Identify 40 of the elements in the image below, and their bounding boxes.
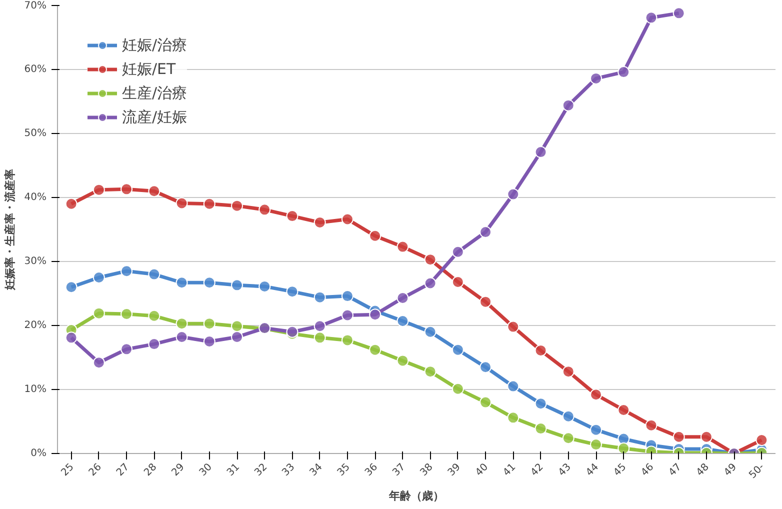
x-tick-label: 49 — [722, 462, 740, 478]
y-tick-label: 70% — [24, 0, 47, 12]
x-tick-label: 48 — [694, 462, 712, 478]
x-tick-label: 40 — [474, 462, 490, 478]
y-tick-label: 0% — [30, 448, 47, 459]
y-tick-label: 40% — [24, 192, 47, 203]
x-tick-label: 32 — [252, 462, 270, 478]
legend-label: 妊娠/治療 — [122, 36, 188, 54]
x-tick-label: 45 — [612, 462, 629, 478]
x-tick-label: 38 — [418, 462, 436, 478]
x-tick-label: 28 — [142, 462, 160, 478]
x-tick-label: 29 — [170, 462, 187, 478]
legend-label: 流産/妊娠 — [122, 108, 188, 126]
y-tick-label: 30% — [24, 256, 47, 267]
x-tick-label: 31 — [225, 462, 242, 478]
x-tick-label: 43 — [556, 462, 574, 478]
x-tick-label: 41 — [501, 462, 518, 478]
x-tick-label: 34 — [308, 462, 325, 478]
y-tick-label: 60% — [24, 64, 47, 75]
x-tick-label: 30 — [198, 462, 214, 478]
x-tick-label: 26 — [87, 462, 104, 478]
x-tick-label: 42 — [528, 462, 546, 478]
x-tick-label: 39 — [446, 462, 463, 478]
y-tick-label: 50% — [24, 128, 47, 139]
x-tick-label: 46 — [639, 462, 656, 478]
y-axis-title: 妊娠率・生産率・流産率 — [3, 169, 16, 291]
x-tick-label: 25 — [59, 462, 76, 478]
x-tick-label: 36 — [363, 462, 380, 478]
legend-label: 生産/治療 — [122, 84, 188, 102]
x-tick-label: 50- — [747, 461, 767, 481]
x-tick-label: 33 — [280, 462, 298, 478]
x-axis-title: 年齢（歳） — [388, 490, 444, 503]
x-tick-label: 47 — [667, 462, 684, 478]
y-tick-label: 20% — [24, 320, 47, 331]
y-tick-label: 10% — [24, 384, 47, 395]
x-tick-label: 35 — [336, 462, 352, 478]
x-tick-label: 37 — [390, 462, 408, 478]
x-tick-label: 27 — [114, 462, 132, 478]
legend-label: 妊娠/ET — [122, 60, 176, 78]
x-tick-label: 44 — [584, 462, 601, 478]
